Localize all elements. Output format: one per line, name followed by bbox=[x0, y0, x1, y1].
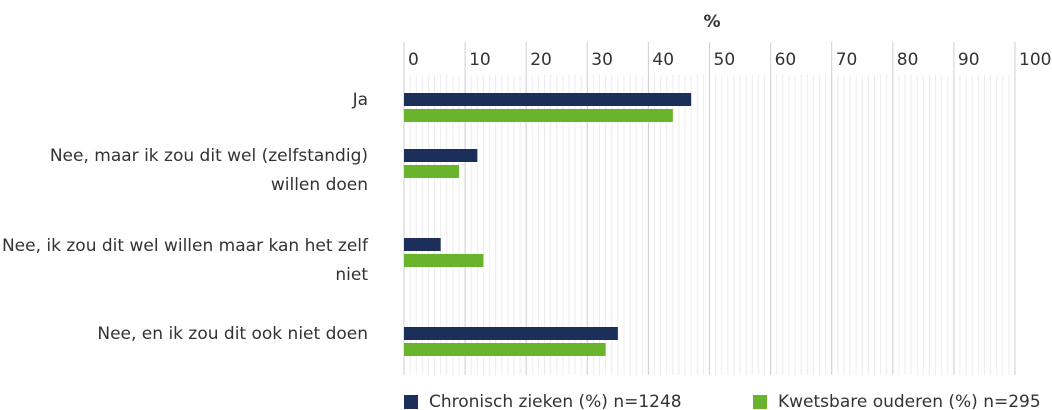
x-tick-label: 70 bbox=[836, 50, 858, 70]
category-label: Nee, maar ik zou dit wel (zelfstandig) w… bbox=[49, 146, 368, 195]
category-label: Nee, ik zou dit wel willen maar kan het … bbox=[1, 236, 368, 285]
x-tick-label: 40 bbox=[652, 50, 674, 70]
axis-label: % bbox=[703, 12, 720, 32]
x-tick-label: 0 bbox=[408, 50, 419, 70]
bar bbox=[404, 238, 441, 251]
legend-label: Kwetsbare ouderen (%) n=295 bbox=[778, 392, 1041, 410]
x-tick-label: 80 bbox=[897, 50, 919, 70]
bar bbox=[404, 93, 692, 106]
bar bbox=[404, 109, 673, 122]
legend-swatch bbox=[404, 395, 418, 409]
bar bbox=[404, 165, 459, 178]
category-label: Nee, en ik zou dit ook niet doen bbox=[97, 324, 368, 344]
bar bbox=[404, 343, 606, 356]
bar bbox=[404, 149, 478, 162]
x-tick-label: 100 bbox=[1019, 50, 1051, 70]
bar bbox=[404, 327, 618, 340]
x-tick-label: 60 bbox=[775, 50, 797, 70]
x-tick-label: 30 bbox=[591, 50, 613, 70]
bar bbox=[404, 254, 484, 267]
x-tick-label: 50 bbox=[714, 50, 736, 70]
legend-swatch bbox=[753, 395, 767, 409]
x-tick-label: 20 bbox=[530, 50, 552, 70]
x-tick-label: 90 bbox=[958, 50, 980, 70]
legend-label: Chronisch zieken (%) n=1248 bbox=[429, 392, 682, 410]
category-label: Ja bbox=[352, 90, 368, 110]
x-tick-label: 10 bbox=[469, 50, 491, 70]
